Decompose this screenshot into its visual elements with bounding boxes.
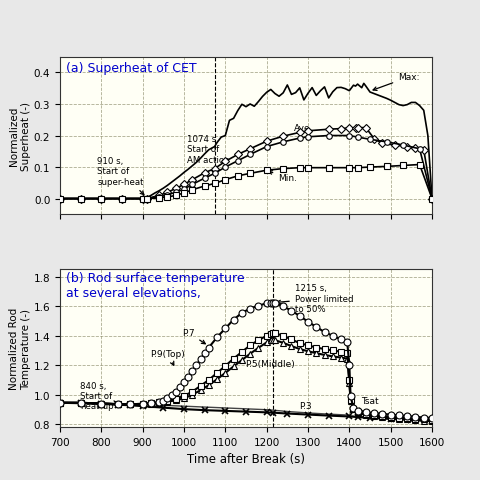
Text: Min.: Min. <box>269 171 297 182</box>
Text: Ave.: Ave. <box>294 123 313 132</box>
Text: P.7: P.7 <box>182 328 205 344</box>
Text: Tsat: Tsat <box>359 396 379 412</box>
Text: P.9(Top): P.9(Top) <box>150 349 185 365</box>
Text: P.3: P.3 <box>299 401 312 410</box>
Y-axis label: Normalized Rod
Temperature (-): Normalized Rod Temperature (-) <box>9 308 31 390</box>
X-axis label: Time after Break (s): Time after Break (s) <box>187 453 305 466</box>
Text: (a) Superheat of CET: (a) Superheat of CET <box>66 62 196 75</box>
Text: P.5(Middle): P.5(Middle) <box>245 359 295 368</box>
Text: 840 s,
Start of
heat-up: 840 s, Start of heat-up <box>80 381 117 410</box>
Y-axis label: Normalized
Superheat (-): Normalized Superheat (-) <box>10 102 31 171</box>
Text: Max:: Max: <box>373 73 420 91</box>
Text: 910 s,
Start of
super-heat: 910 s, Start of super-heat <box>97 156 144 195</box>
Text: 1215 s,
Power limited
to 50%: 1215 s, Power limited to 50% <box>277 284 353 313</box>
Text: 1074 s,
Start of
AM action: 1074 s, Start of AM action <box>187 135 230 174</box>
Text: (b) Rod surface temperature
at several elevations,: (b) Rod surface temperature at several e… <box>66 272 244 300</box>
